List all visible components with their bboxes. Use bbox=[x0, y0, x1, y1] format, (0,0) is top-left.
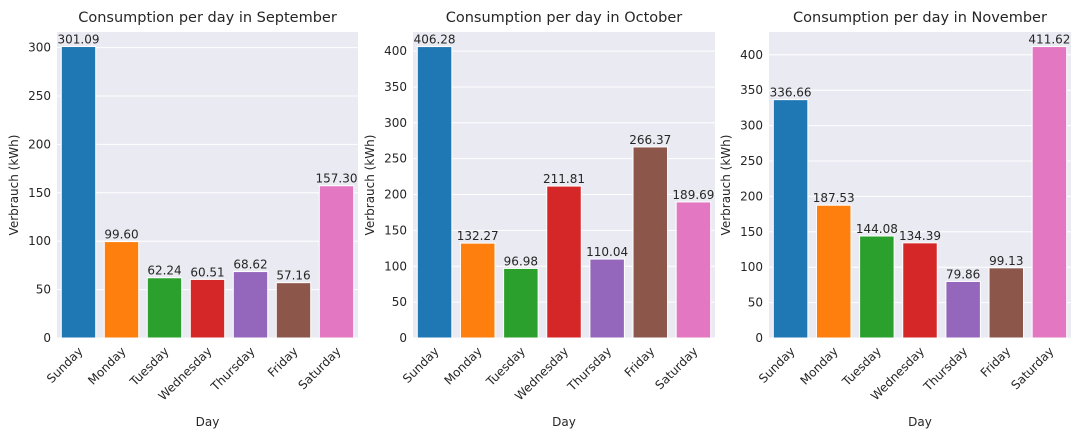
bar-value-label: 57.16 bbox=[276, 269, 310, 283]
x-tick-label: Sunday bbox=[44, 344, 86, 386]
x-tick-label: Thursday bbox=[920, 344, 970, 394]
bar-saturday bbox=[318, 185, 355, 339]
x-tick-label: Saturday bbox=[295, 344, 343, 392]
y-tick-label: 100 bbox=[740, 260, 763, 274]
bar-value-label: 336.66 bbox=[770, 86, 812, 100]
y-tick-label: 200 bbox=[28, 137, 51, 151]
bar-wednesday bbox=[546, 185, 582, 339]
x-tick-label: Sunday bbox=[400, 344, 442, 386]
chart-title: Consumption per day in September bbox=[78, 10, 337, 26]
bar-value-label: 99.13 bbox=[989, 254, 1023, 268]
y-tick-label: 400 bbox=[740, 48, 763, 62]
y-tick-label: 100 bbox=[28, 234, 51, 248]
y-tick-label: 250 bbox=[28, 89, 51, 103]
bar-value-label: 62.24 bbox=[147, 264, 181, 278]
bar-value-label: 68.62 bbox=[233, 258, 267, 272]
y-axis-label: Verbrauch (kWh) bbox=[719, 135, 733, 236]
bar-thursday bbox=[945, 280, 981, 339]
bar-saturday bbox=[675, 201, 712, 339]
bar-friday bbox=[988, 267, 1025, 339]
bar-value-label: 189.69 bbox=[672, 188, 714, 202]
x-tick-label: Friday bbox=[978, 344, 1014, 380]
y-tick-label: 150 bbox=[384, 223, 407, 237]
chart-panel-3: 0 50 100 150 200 250 300 350 400 336.66 Sunday 187.… bbox=[719, 10, 1071, 429]
chart-title: Consumption per day in November bbox=[793, 10, 1047, 26]
bar-value-label: 99.60 bbox=[104, 228, 138, 242]
x-axis-label: Day bbox=[552, 415, 576, 429]
x-tick-label: Monday bbox=[441, 344, 484, 387]
x-tick-label: Monday bbox=[85, 344, 128, 387]
x-axis-label: Day bbox=[908, 415, 932, 429]
bar-value-label: 110.04 bbox=[586, 245, 628, 259]
y-tick-label: 150 bbox=[740, 225, 763, 239]
bar-saturday bbox=[1031, 46, 1068, 339]
y-tick-label: 200 bbox=[740, 189, 763, 203]
bar-value-label: 187.53 bbox=[813, 191, 855, 205]
x-tick-label: Friday bbox=[622, 344, 658, 380]
chart-title: Consumption per day in October bbox=[446, 10, 683, 26]
x-tick-label: Tuesday bbox=[483, 344, 528, 389]
y-tick-label: 50 bbox=[392, 295, 407, 309]
bar-tuesday bbox=[146, 277, 183, 339]
y-tick-label: 50 bbox=[748, 296, 763, 310]
x-axis-label: Day bbox=[196, 415, 220, 429]
bar-sunday bbox=[772, 99, 809, 339]
bar-sunday bbox=[416, 46, 453, 339]
bar-value-label: 411.62 bbox=[1028, 33, 1070, 47]
y-tick-label: 150 bbox=[28, 186, 51, 200]
bar-value-label: 134.39 bbox=[899, 229, 941, 243]
y-tick-label: 350 bbox=[384, 80, 407, 94]
x-tick-label: Friday bbox=[265, 344, 301, 380]
y-axis-label: Verbrauch (kWh) bbox=[363, 135, 377, 236]
y-tick-label: 0 bbox=[399, 331, 407, 345]
bar-value-label: 266.37 bbox=[629, 133, 671, 147]
x-tick-label: Saturday bbox=[1008, 344, 1056, 392]
bar-thursday bbox=[589, 258, 625, 339]
y-tick-label: 300 bbox=[740, 119, 763, 133]
bar-value-label: 132.27 bbox=[457, 229, 499, 243]
y-tick-label: 0 bbox=[755, 331, 763, 345]
y-axis-label: Verbrauch (kWh) bbox=[7, 135, 21, 236]
bar-value-label: 211.81 bbox=[543, 172, 585, 186]
bar-friday bbox=[275, 282, 312, 339]
bar-value-label: 60.51 bbox=[190, 265, 224, 279]
bar-value-label: 79.86 bbox=[946, 267, 980, 281]
y-tick-label: 100 bbox=[384, 259, 407, 273]
y-tick-label: 50 bbox=[36, 283, 51, 297]
y-tick-label: 400 bbox=[384, 44, 407, 58]
bar-friday bbox=[632, 146, 669, 339]
y-tick-label: 250 bbox=[384, 152, 407, 166]
bar-wednesday bbox=[902, 242, 938, 339]
bar-value-label: 96.98 bbox=[504, 254, 538, 268]
x-tick-label: Monday bbox=[797, 344, 840, 387]
y-tick-label: 350 bbox=[740, 83, 763, 97]
bar-value-label: 301.09 bbox=[58, 33, 100, 47]
x-tick-label: Tuesday bbox=[839, 344, 884, 389]
x-tick-label: Thursday bbox=[208, 344, 258, 394]
chart-panel-1: 0 50 100 150 200 250 300 301.09 Sunday 99.60 Monda… bbox=[7, 10, 358, 429]
bar-value-label: 406.28 bbox=[414, 33, 456, 47]
x-tick-label: Saturday bbox=[652, 344, 700, 392]
y-tick-label: 300 bbox=[384, 116, 407, 130]
y-tick-label: 250 bbox=[740, 154, 763, 168]
x-tick-label: Tuesday bbox=[126, 344, 171, 389]
bar-monday bbox=[815, 204, 852, 339]
bar-monday bbox=[459, 242, 496, 339]
bar-tuesday bbox=[503, 267, 539, 339]
bar-tuesday bbox=[859, 235, 895, 339]
y-tick-label: 200 bbox=[384, 188, 407, 202]
x-tick-label: Thursday bbox=[564, 344, 614, 394]
x-tick-label: Sunday bbox=[756, 344, 798, 386]
y-tick-label: 0 bbox=[43, 331, 51, 345]
bar-value-label: 157.30 bbox=[316, 172, 358, 186]
bar-value-label: 144.08 bbox=[856, 222, 898, 236]
y-tick-label: 300 bbox=[28, 41, 51, 55]
bar-wednesday bbox=[189, 278, 226, 339]
bar-monday bbox=[103, 241, 140, 339]
chart-panel-2: 0 50 100 150 200 250 300 350 400 406.28 Sunday 132.… bbox=[363, 10, 715, 429]
bar-thursday bbox=[232, 271, 269, 339]
bar-sunday bbox=[60, 46, 97, 339]
